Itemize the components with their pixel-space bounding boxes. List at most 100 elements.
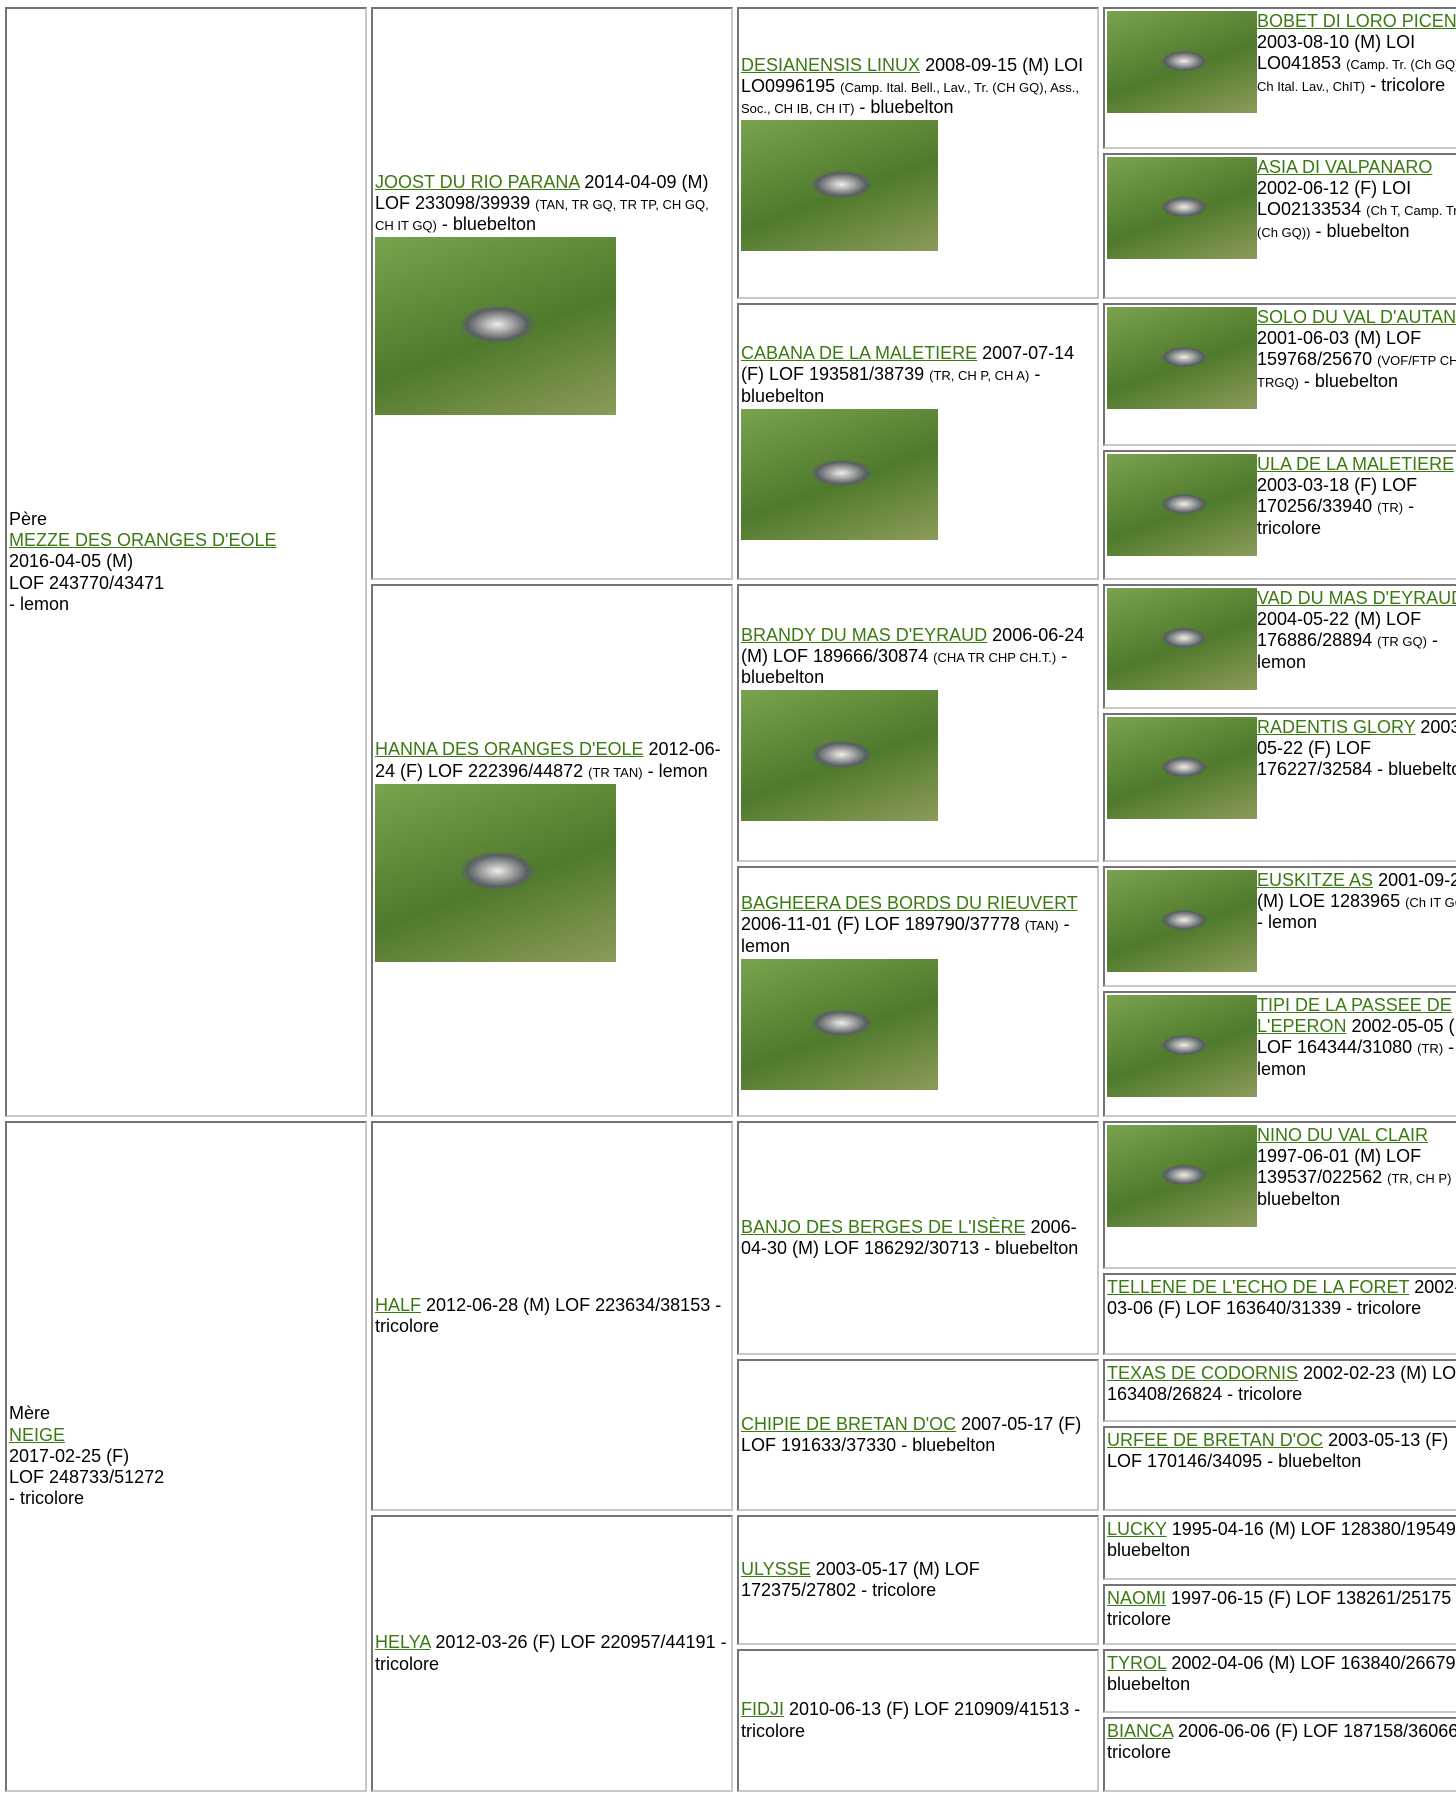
dog-name-link[interactable]: BOBET DI LORO PICENO bbox=[1257, 11, 1456, 31]
dog-name-link[interactable]: HALF bbox=[375, 1294, 422, 1315]
dog-photo bbox=[1107, 717, 1257, 819]
dog-coat: - tricolore bbox=[741, 1699, 1081, 1741]
dog-name-link[interactable]: DESIANENSIS LINUX bbox=[741, 54, 921, 75]
dog-name-link[interactable]: RADENTIS GLORY bbox=[1257, 717, 1416, 737]
pedigree-row: RADENTIS GLORY 2003-05-22 (F) LOF 176227… bbox=[5, 713, 1456, 862]
dog-titles: (TAN) bbox=[1024, 918, 1059, 934]
dog-coat: - bluebelton bbox=[859, 97, 954, 118]
dog-cell: Mère NEIGE 2017-02-25 (F) LOF 248733/51272-… bbox=[5, 1121, 367, 1792]
dog-name-link[interactable]: MEZZE DES ORANGES D'EOLE bbox=[9, 530, 277, 551]
dog-coat: - bluebelton bbox=[1107, 1674, 1191, 1695]
dog-registration: LOF 243770/43471 bbox=[9, 572, 165, 593]
dog-photo bbox=[1107, 454, 1257, 556]
pedigree-row: HANNA DES ORANGES D'EOLE 2012-06-24 (F) … bbox=[5, 584, 1456, 1117]
dog-cell: LUCKY 1995-04-16 (M) LOF 128380/19549 - … bbox=[1103, 1515, 1456, 1580]
dog-coat: - bluebelton bbox=[1303, 370, 1398, 391]
dog-name-link[interactable]: FIDJI bbox=[741, 1699, 784, 1720]
dog-titles: (TR, CH P, CH A) bbox=[929, 368, 1030, 384]
dog-coat: - lemon bbox=[1257, 1037, 1455, 1079]
pedigree-row: BAGHEERA DES BORDS DU RIEUVERT 2006-11-0… bbox=[5, 866, 1456, 1117]
dog-cell: BRANDY DU MAS D'EYRAUD 2006-06-24 (M) LO… bbox=[737, 584, 1099, 862]
dog-name-link[interactable]: JOOST DU RIO PARANA bbox=[375, 171, 580, 192]
dog-cell: EUSKITZE AS 2001-09-28 (M) LOE 1283965 (… bbox=[1103, 866, 1456, 987]
dog-name-link[interactable]: VAD DU MAS D'EYRAUD bbox=[1257, 588, 1456, 608]
dog-cell: NAOMI 1997-06-15 (F) LOF 138261/25175 - … bbox=[1103, 1584, 1456, 1645]
dog-cell: VAD DU MAS D'EYRAUD 2004-05-22 (M) LOF 1… bbox=[1103, 584, 1456, 709]
dog-info: 2012-06-28 (M) LOF 223634/38153 bbox=[426, 1294, 711, 1315]
pedigree-row: ULA DE LA MALETIERE 2003-03-18 (F) LOF 1… bbox=[5, 450, 1456, 580]
dog-coat: - tricolore bbox=[1346, 1298, 1422, 1319]
pedigree-row: ASIA DI VALPANARO 2002-06-12 (F) LOI LO0… bbox=[5, 153, 1456, 299]
pedigree-table: Père MEZZE DES ORANGES D'EOLE 2016-04-05 (… bbox=[1, 3, 1456, 1796]
dog-cell: URFEE DE BRETAN D'OC 2003-05-13 (F) LOF … bbox=[1103, 1426, 1456, 1511]
dog-coat: - bluebelton bbox=[741, 364, 1041, 406]
dog-info: 2007-05-17 (F) LOF 191633/37330 bbox=[741, 1413, 1082, 1455]
page: Père MEZZE DES ORANGES D'EOLE 2016-04-05 (… bbox=[0, 3, 1456, 1792]
dog-coat: - lemon bbox=[1257, 630, 1438, 672]
dog-name-link[interactable]: HELYA bbox=[375, 1632, 431, 1653]
dog-name-link[interactable]: TIPI DE LA PASSEE DE L'EPERON bbox=[1257, 995, 1452, 1037]
dog-cell: BANJO DES BERGES DE L'ISÈRE 2006-04-30 (… bbox=[737, 1121, 1099, 1355]
dog-name-link[interactable]: NINO DU VAL CLAIR bbox=[1257, 1125, 1429, 1145]
dog-coat: - tricolore bbox=[375, 1632, 727, 1674]
dog-info: 2002-05-05 (F) LOF 164344/31080 bbox=[1257, 1016, 1456, 1058]
dog-cell: DESIANENSIS LINUX 2008-09-15 (M) LOI LO0… bbox=[737, 7, 1099, 299]
dog-name-link[interactable]: NAOMI bbox=[1107, 1588, 1167, 1608]
dog-titles: (Camp. Tr. (Ch GQ), Ch Ital. Lav., ChIT) bbox=[1257, 57, 1456, 94]
dog-name-link[interactable]: NEIGE bbox=[9, 1424, 66, 1445]
dog-name-link[interactable]: ASIA DI VALPANARO bbox=[1257, 157, 1433, 177]
dog-name-link[interactable]: CHIPIE DE BRETAN D'OC bbox=[741, 1413, 957, 1434]
dog-info: 2012-06-24 (F) LOF 222396/44872 bbox=[375, 739, 721, 781]
dog-registration: LOF 248733/51272 bbox=[9, 1467, 165, 1488]
dog-name-link[interactable]: HANNA DES ORANGES D'EOLE bbox=[375, 739, 644, 760]
dog-info: 1997-06-15 (F) LOF 138261/25175 bbox=[1171, 1588, 1452, 1608]
dog-photo bbox=[1107, 995, 1257, 1097]
dog-name-link[interactable]: TEXAS DE CODORNIS bbox=[1107, 1363, 1299, 1383]
dog-coat: - tricolore bbox=[9, 1488, 85, 1509]
dog-name-link[interactable]: CABANA DE LA MALETIERE bbox=[741, 343, 978, 364]
pedigree-row: URFEE DE BRETAN D'OC 2003-05-13 (F) LOF … bbox=[5, 1426, 1456, 1511]
dog-coat: - tricolore bbox=[1370, 74, 1446, 95]
dog-coat: - tricolore bbox=[1107, 1742, 1172, 1763]
dog-info: 1997-06-01 (M) LOF 139537/022562 bbox=[1257, 1146, 1422, 1188]
dog-info: 2006-06-06 (F) LOF 187158/36066 bbox=[1178, 1721, 1456, 1741]
dog-photo bbox=[1107, 157, 1257, 259]
dog-coat: - bluebelton bbox=[741, 645, 1068, 688]
dog-info: 2002-02-23 (M) LOF 163408/26824 bbox=[1107, 1363, 1456, 1405]
dog-name-link[interactable]: SOLO DU VAL D'AUTAN bbox=[1257, 307, 1456, 327]
dog-coat: - bluebelton bbox=[984, 1238, 1079, 1258]
dog-info: 2003-08-10 (M) LOI LO041853 bbox=[1257, 32, 1416, 74]
dog-name-link[interactable]: EUSKITZE AS bbox=[1257, 870, 1374, 890]
dog-coat: - lemon bbox=[741, 914, 1070, 956]
dog-cell: FIDJI 2010-06-13 (F) LOF 210909/41513 - … bbox=[737, 1649, 1099, 1792]
dog-info: 2012-03-26 (F) LOF 220957/44191 bbox=[435, 1632, 716, 1653]
dog-name-link[interactable]: ULYSSE bbox=[741, 1558, 811, 1579]
dog-coat: - lemon bbox=[9, 593, 70, 614]
dog-titles: (TR, CH P) bbox=[1387, 1171, 1452, 1187]
dog-name-link[interactable]: BRANDY DU MAS D'EYRAUD bbox=[741, 624, 988, 645]
dog-photo bbox=[741, 690, 938, 822]
dog-name-link[interactable]: BIANCA bbox=[1107, 1721, 1174, 1741]
dog-cell: HELYA 2012-03-26 (F) LOF 220957/44191 - … bbox=[371, 1515, 733, 1792]
dog-name-link[interactable]: URFEE DE BRETAN D'OC bbox=[1107, 1430, 1324, 1450]
pedigree-row: NAOMI 1997-06-15 (F) LOF 138261/25175 - … bbox=[5, 1584, 1456, 1645]
dog-name-link[interactable]: BAGHEERA DES BORDS DU RIEUVERT bbox=[741, 893, 1078, 914]
dog-titles: (CHA TR CHP CH.T.) bbox=[933, 649, 1057, 665]
pedigree-row: TIPI DE LA PASSEE DE L'EPERON 2002-05-05… bbox=[5, 991, 1456, 1117]
pedigree-row: CABANA DE LA MALETIERE 2007-07-14 (F) LO… bbox=[5, 303, 1456, 580]
dog-cell: BIANCA 2006-06-06 (F) LOF 187158/36066 -… bbox=[1103, 1717, 1456, 1792]
dog-cell: TELLENE DE L'ECHO DE LA FORET 2002-03-06… bbox=[1103, 1273, 1456, 1355]
dog-coat: - bluebelton bbox=[1377, 759, 1456, 780]
dog-coat: - tricolore bbox=[375, 1294, 722, 1336]
dog-cell: NINO DU VAL CLAIR 1997-06-01 (M) LOF 139… bbox=[1103, 1121, 1456, 1269]
dog-info: 2017-02-25 (F) bbox=[9, 1445, 130, 1466]
dog-name-link[interactable]: BANJO DES BERGES DE L'ISÈRE bbox=[741, 1216, 1026, 1237]
dog-titles: (Camp. Ital. Bell., Lav., Tr. (CH GQ), A… bbox=[741, 79, 1079, 117]
dog-name-link[interactable]: ULA DE LA MALETIERE bbox=[1257, 454, 1455, 474]
dog-coat: - bluebelton bbox=[1315, 220, 1410, 241]
dog-coat: - bluebelton bbox=[1267, 1451, 1362, 1472]
dog-name-link[interactable]: LUCKY bbox=[1107, 1519, 1167, 1539]
dog-name-link[interactable]: TELLENE DE L'ECHO DE LA FORET bbox=[1107, 1277, 1410, 1297]
dog-name-link[interactable]: TYROL bbox=[1107, 1653, 1167, 1673]
dog-cell: TIPI DE LA PASSEE DE L'EPERON 2002-05-05… bbox=[1103, 991, 1456, 1117]
